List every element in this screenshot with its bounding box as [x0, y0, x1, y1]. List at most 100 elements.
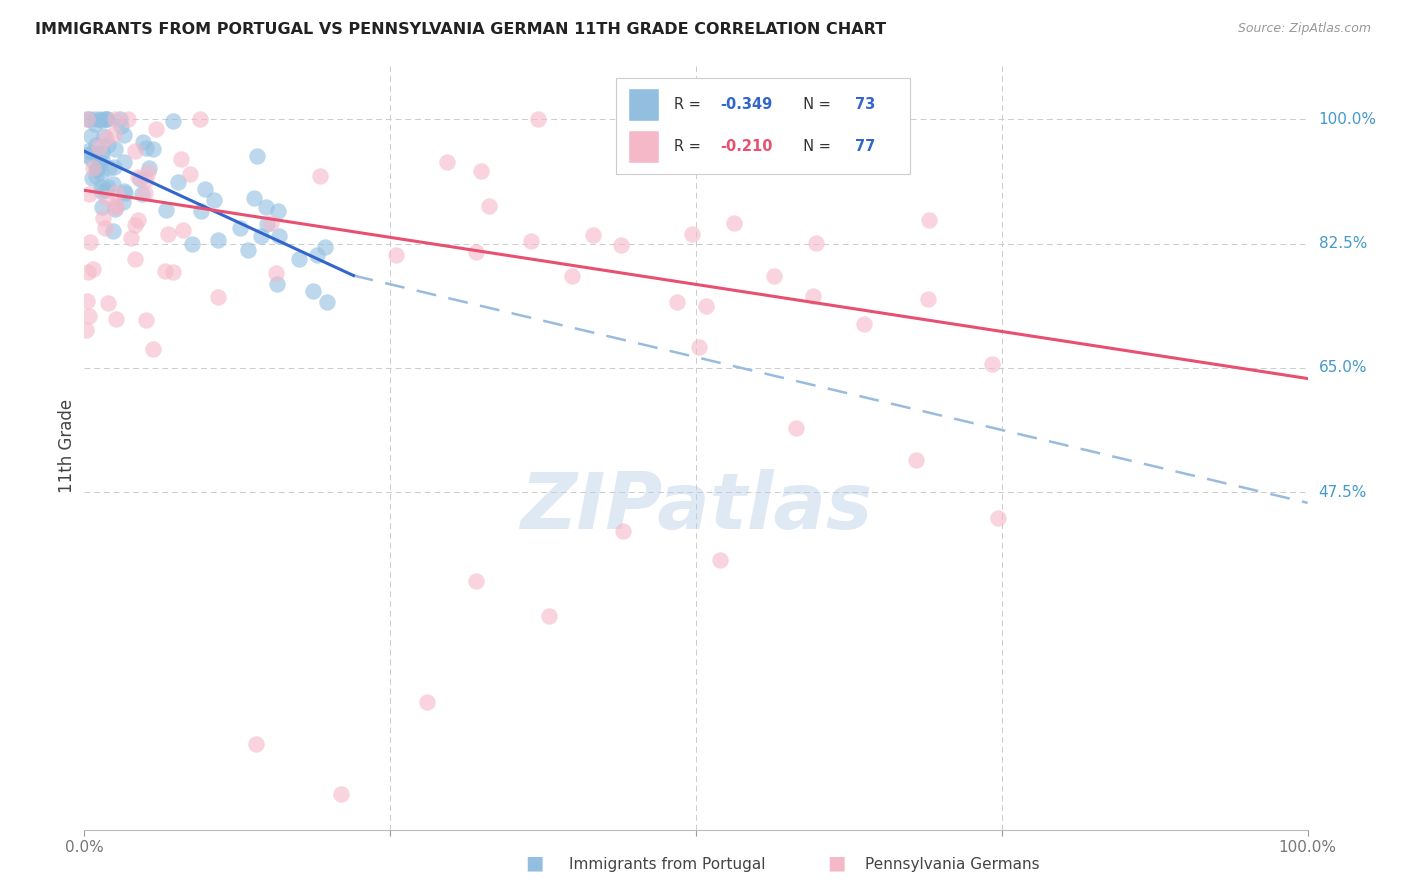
Point: [94, 191, 117, 205]
Point: [260, 216, 283, 230]
Point: [114, 186, 136, 201]
Point: [76, 112, 98, 127]
Point: [91, 153, 114, 167]
Point: [82, 171, 104, 186]
Point: [93, 112, 115, 127]
Point: [302, 285, 325, 299]
Point: [103, 127, 125, 141]
FancyBboxPatch shape: [628, 88, 659, 120]
Point: [90, 112, 112, 127]
Point: [83, 112, 105, 127]
Point: [315, 294, 337, 309]
Point: [90, 179, 112, 194]
Point: [112, 154, 135, 169]
Point: [207, 233, 229, 247]
Point: [478, 199, 501, 213]
Point: [79, 112, 101, 127]
Point: [104, 199, 127, 213]
Text: Source: ZipAtlas.com: Source: ZipAtlas.com: [1237, 22, 1371, 36]
Point: [436, 154, 458, 169]
Point: [94, 131, 117, 145]
Point: [246, 149, 269, 163]
Text: R =: R =: [673, 97, 706, 112]
Text: 77: 77: [855, 139, 876, 154]
Point: [96, 296, 118, 310]
Point: [250, 228, 273, 243]
Point: [131, 186, 153, 201]
Text: IMMIGRANTS FROM PORTUGAL VS PENNSYLVANIA GERMAN 11TH GRADE CORRELATION CHART: IMMIGRANTS FROM PORTUGAL VS PENNSYLVANIA…: [35, 22, 886, 37]
Point: [162, 265, 184, 279]
Point: [527, 112, 550, 127]
Point: [75, 148, 97, 162]
Text: 65.0%: 65.0%: [1319, 360, 1367, 376]
Point: [93, 129, 115, 144]
Point: [905, 453, 928, 467]
Point: [124, 218, 146, 232]
Point: [134, 186, 156, 200]
Point: [384, 248, 406, 262]
Point: [245, 737, 267, 751]
Point: [103, 178, 125, 192]
Point: [87, 161, 110, 175]
Point: [314, 240, 336, 254]
Point: [207, 290, 229, 304]
Point: [112, 184, 135, 198]
Point: [112, 194, 135, 209]
Text: 82.5%: 82.5%: [1319, 236, 1367, 251]
Point: [190, 203, 212, 218]
Point: [79, 128, 101, 143]
Point: [166, 175, 188, 189]
Point: [138, 161, 160, 176]
Text: 47.5%: 47.5%: [1319, 484, 1367, 500]
Point: [103, 161, 125, 175]
Text: N =: N =: [794, 139, 835, 154]
Text: ZIPatlas: ZIPatlas: [520, 469, 872, 545]
Point: [806, 236, 828, 251]
Text: -0.349: -0.349: [720, 97, 773, 112]
Point: [264, 266, 287, 280]
Point: [76, 294, 98, 309]
Point: [852, 317, 875, 331]
Point: [84, 169, 107, 183]
Point: [256, 217, 278, 231]
Point: [981, 357, 1004, 371]
Point: [90, 145, 112, 159]
Point: [918, 213, 941, 227]
Point: [77, 144, 100, 158]
Point: [612, 524, 634, 539]
Point: [104, 142, 127, 156]
Point: [785, 421, 807, 435]
Point: [84, 162, 107, 177]
Text: Immigrants from Portugal: Immigrants from Portugal: [569, 857, 766, 872]
Point: [610, 238, 633, 252]
Point: [120, 231, 142, 245]
Point: [194, 181, 217, 195]
Point: [82, 161, 104, 175]
Point: [267, 204, 290, 219]
Point: [254, 200, 277, 214]
Point: [104, 312, 127, 326]
Point: [157, 227, 180, 241]
Point: [82, 145, 104, 159]
Point: [117, 112, 139, 127]
Text: 73: 73: [855, 97, 876, 112]
Point: [243, 191, 266, 205]
Point: [136, 165, 159, 179]
Point: [142, 142, 165, 156]
Point: [135, 141, 157, 155]
Point: [127, 170, 149, 185]
Point: [127, 212, 149, 227]
Point: [89, 112, 111, 127]
Text: ■: ■: [524, 854, 544, 872]
Point: [96, 112, 118, 127]
Point: [723, 216, 745, 230]
Point: [91, 211, 114, 225]
Point: [202, 194, 225, 208]
Point: [75, 323, 97, 337]
Point: [89, 140, 111, 154]
Point: [97, 161, 120, 175]
Point: [103, 224, 125, 238]
Point: [145, 121, 167, 136]
Point: [90, 200, 112, 214]
Point: [124, 252, 146, 266]
